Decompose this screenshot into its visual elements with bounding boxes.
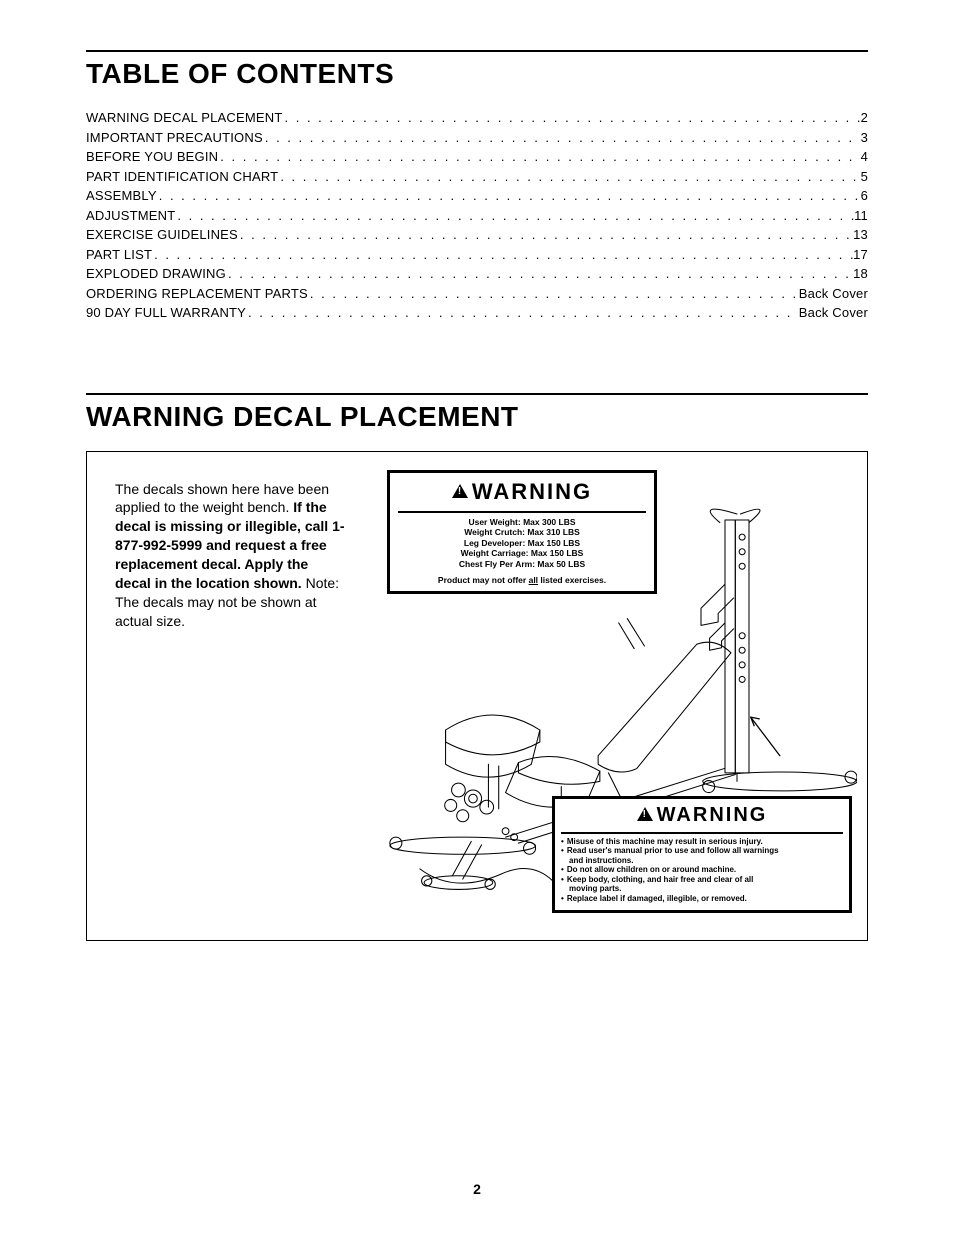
table-of-contents: WARNING DECAL PLACEMENT 2IMPORTANT PRECA… [86,108,868,323]
decal-spec-line: Weight Crutch: Max 310 LBS [398,527,646,538]
toc-leader-dots [218,147,860,167]
decal-spec-line: Weight Carriage: Max 150 LBS [398,548,646,559]
toc-label: ADJUSTMENT [86,206,175,226]
toc-page: 2 [861,108,868,128]
toc-label: ORDERING REPLACEMENT PARTS [86,284,308,304]
decal-footer-u: all [529,575,538,585]
decal-spec-line: User Weight: Max 300 LBS [398,517,646,528]
toc-label: BEFORE YOU BEGIN [86,147,218,167]
bullet-text: Misuse of this machine may result in ser… [567,837,843,847]
bullet-text: Replace label if damaged, illegible, or … [567,894,843,904]
bullet-text: Keep body, clothing, and hair free and c… [567,875,843,885]
toc-label: PART LIST [86,245,152,265]
toc-page: 11 [854,206,868,226]
section-rule [86,393,868,395]
toc-label: ASSEMBLY [86,186,157,206]
toc-leader-dots [283,108,861,128]
toc-row: BEFORE YOU BEGIN 4 [86,147,868,167]
warning-placement-box: The decals shown here have been applied … [86,451,868,941]
bullet-text: Read user's manual prior to use and foll… [567,846,843,856]
page-number: 2 [0,1181,954,1197]
toc-label: WARNING DECAL PLACEMENT [86,108,283,128]
decal-divider [398,511,646,513]
decal-spec-line: Leg Developer: Max 150 LBS [398,538,646,549]
decal-bullet-cont: moving parts. [561,884,843,894]
toc-leader-dots [278,167,860,187]
toc-row: ASSEMBLY 6 [86,186,868,206]
toc-row: EXERCISE GUIDELINES 13 [86,225,868,245]
warning-decal-misuse: ! WARNING •Misuse of this machine may re… [552,796,852,913]
toc-leader-dots [157,186,861,206]
heading-toc: TABLE OF CONTENTS [86,58,868,90]
decal-bullet: •Misuse of this machine may result in se… [561,837,843,847]
toc-leader-dots [226,264,853,284]
decal-bullet: •Keep body, clothing, and hair free and … [561,875,843,885]
decal-footer: Product may not offer all listed exercis… [398,575,646,585]
toc-page: 18 [853,264,868,284]
toc-leader-dots [238,225,853,245]
decal-footer-b: listed exercises. [538,575,606,585]
toc-leader-dots [152,245,853,265]
toc-row: ADJUSTMENT 11 [86,206,868,226]
toc-row: WARNING DECAL PLACEMENT 2 [86,108,868,128]
decal-bullets: •Misuse of this machine may result in se… [561,837,843,904]
warning-intro-text: The decals shown here have been applied … [115,480,345,631]
decal-title: WARNING [657,804,768,827]
bullet-dot-icon: • [561,865,564,875]
decal-footer-a: Product may not offer [438,575,529,585]
decal-bullet-cont: and instructions. [561,856,843,866]
toc-row: PART IDENTIFICATION CHART 5 [86,167,868,187]
toc-row: PART LIST 17 [86,245,868,265]
warning-triangle-icon: ! [637,807,653,821]
toc-leader-dots [246,303,799,323]
toc-row: IMPORTANT PRECAUTIONS 3 [86,128,868,148]
decal-bullet: •Do not allow children on or around mach… [561,865,843,875]
decal-bullet: •Replace label if damaged, illegible, or… [561,894,843,904]
toc-row: EXPLODED DRAWING 18 [86,264,868,284]
toc-page: 5 [861,167,868,187]
bullet-text-cont: moving parts. [561,884,843,894]
decal-title-row: ! WARNING [398,477,646,509]
decal-spec-line: Chest Fly Per Arm: Max 50 LBS [398,559,646,570]
toc-label: PART IDENTIFICATION CHART [86,167,278,187]
heading-warning-decal: WARNING DECAL PLACEMENT [86,401,868,433]
toc-leader-dots [263,128,861,148]
decal-title-row: ! WARNING [561,802,843,831]
toc-label: IMPORTANT PRECAUTIONS [86,128,263,148]
toc-page: 13 [853,225,868,245]
bench-diagram: ! WARNING User Weight: Max 300 LBSWeight… [377,470,857,930]
toc-row: 90 DAY FULL WARRANTY Back Cover [86,303,868,323]
decal-title: WARNING [472,479,592,505]
bullet-dot-icon: • [561,837,564,847]
toc-label: EXERCISE GUIDELINES [86,225,238,245]
toc-leader-dots [175,206,854,226]
toc-row: ORDERING REPLACEMENT PARTS Back Cover [86,284,868,304]
toc-page: 4 [861,147,868,167]
toc-leader-dots [308,284,799,304]
bullet-text: Do not allow children on or around machi… [567,865,843,875]
warning-decal-specs: ! WARNING User Weight: Max 300 LBSWeight… [387,470,657,594]
decal-divider [561,832,843,834]
bullet-dot-icon: • [561,846,564,856]
warning-triangle-icon: ! [452,484,468,498]
decal-bullet: •Read user's manual prior to use and fol… [561,846,843,856]
decal-specs-list: User Weight: Max 300 LBSWeight Crutch: M… [398,517,646,570]
toc-page: Back Cover [799,303,868,323]
bullet-dot-icon: • [561,875,564,885]
toc-page: 17 [853,245,868,265]
section-rule [86,50,868,52]
toc-label: EXPLODED DRAWING [86,264,226,284]
toc-label: 90 DAY FULL WARRANTY [86,303,246,323]
toc-page: 6 [861,186,868,206]
toc-page: Back Cover [799,284,868,304]
bullet-text-cont: and instructions. [561,856,843,866]
toc-page: 3 [861,128,868,148]
bullet-dot-icon: • [561,894,564,904]
